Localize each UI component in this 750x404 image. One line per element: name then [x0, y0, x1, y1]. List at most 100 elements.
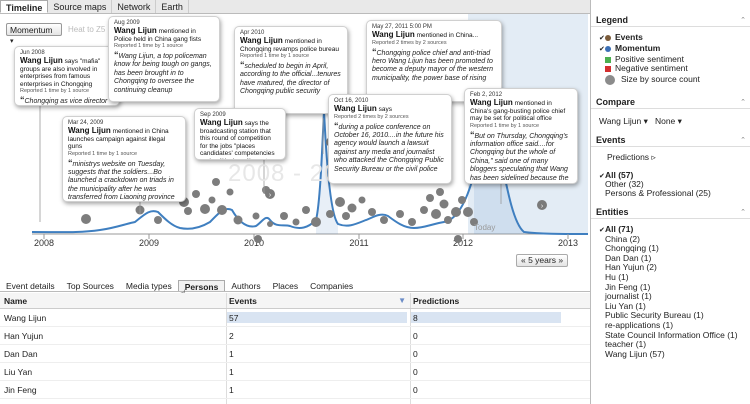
entity-filter-item[interactable]: journalist (1) — [599, 291, 652, 301]
entity-filter-item[interactable]: Public Security Bureau (1) — [599, 310, 704, 320]
callout-person[interactable]: Wang Lijun — [334, 104, 377, 113]
cluster-markers[interactable]: › › › — [254, 137, 547, 243]
detail-tabs: Event details Top Sources Media types Pe… — [0, 280, 590, 292]
collapse-icon[interactable]: ⌃ — [740, 137, 746, 144]
entity-filter-item[interactable]: China (2) — [599, 234, 640, 244]
table-row[interactable]: Wang Lijun 57 8 — [0, 309, 590, 327]
tab-companies[interactable]: Companies — [310, 281, 354, 291]
event-callout[interactable]: Aug 2009 Wang Lijun mentioned in Police … — [108, 16, 220, 102]
callout-reported: Reported 2 times by 2 sources — [372, 39, 447, 46]
entity-label: journalist (1) — [605, 291, 652, 302]
compare-selects: Wang Lijun ▾ None ▾ — [599, 116, 682, 126]
table-body: Wang Lijun 57 8 Han Yujun 2 0 Dan Dan 1 0 Liu Yan… — [0, 309, 590, 404]
entity-filter-item[interactable]: State Council Information Office (1) — [599, 330, 738, 340]
legend-header[interactable]: Legend ⌃ — [591, 14, 750, 27]
legend-item[interactable]: Negative sentiment — [599, 63, 688, 73]
callout-person[interactable]: Wang Lijun — [200, 118, 243, 127]
predictions-label: Predictions — [607, 152, 650, 162]
year-label: 2009 — [139, 238, 159, 248]
entity-filter-item[interactable]: Hu (1) — [599, 272, 629, 282]
entity-label: teacher (1) — [605, 339, 647, 350]
entities-header[interactable]: Entities ⌃ — [591, 206, 750, 219]
callout-person[interactable]: Wang Lijun — [114, 26, 157, 35]
entity-filter-item[interactable]: teacher (1) — [599, 339, 646, 349]
table-row[interactable]: Hu10 — [0, 399, 590, 404]
legend-item-label: Size by source count — [621, 74, 700, 84]
tab-event-details[interactable]: Event details — [6, 281, 55, 291]
callout-headline: mentioned in China launches campaign aga… — [68, 128, 169, 150]
callout-person[interactable]: Wang Lijun — [68, 126, 111, 135]
callout-date: Aug 2009 — [114, 20, 140, 26]
tab-authors[interactable]: Authors — [231, 281, 261, 291]
entity-filter-item[interactable]: Chongqing (1) — [599, 243, 659, 253]
callout-headline: says the broadcasting station that this … — [200, 120, 275, 159]
entity-filter-item[interactable]: ✔All (71) — [599, 224, 634, 234]
tab-persons[interactable]: Persons — [177, 280, 226, 292]
callout-person[interactable]: Wang Lijun — [20, 56, 63, 65]
compare-right-select[interactable]: None ▾ — [654, 116, 682, 126]
callout-person[interactable]: Wang Lijun — [470, 98, 513, 107]
tab-places[interactable]: Places — [272, 281, 299, 291]
tab-source-maps[interactable]: Source maps — [48, 0, 113, 13]
events-filter-all[interactable]: ✔All (57) — [599, 170, 634, 180]
cell-predictions: 0 — [410, 345, 590, 362]
legend-item[interactable]: Size by source count — [599, 74, 700, 85]
cell-predictions: 0 — [410, 399, 590, 404]
legend-item[interactable]: ✔ Events — [599, 32, 643, 42]
collapse-icon[interactable]: ⌃ — [740, 99, 746, 106]
entity-label: re-applications (1) — [605, 320, 674, 330]
year-label: 2011 — [349, 238, 368, 248]
momentum-dot-icon — [605, 45, 611, 52]
table-row[interactable]: Dan Dan 1 0 — [0, 345, 590, 363]
compare-left-select[interactable]: Wang Lijun ▾ — [599, 116, 648, 126]
events-header[interactable]: Events ⌃ — [591, 134, 750, 147]
zoom-years-button[interactable]: « 5 years » — [516, 254, 568, 267]
cell-name: Wang Lijun — [4, 313, 47, 323]
tab-media-types[interactable]: Media types — [125, 281, 172, 291]
column-header-events[interactable]: Events ▼ — [226, 293, 410, 308]
table-row[interactable]: Jin Feng 1 0 — [0, 381, 590, 399]
today-label: Today — [474, 223, 496, 232]
event-callout[interactable]: Oct 16, 2010 Wang Lijun says Reported 2 … — [328, 94, 452, 184]
event-callout[interactable]: Mar 24, 2009 Wang Lijun mentioned in Chi… — [62, 116, 186, 202]
event-callout[interactable]: Feb 2, 2012 Wang Lijun mentioned in Chin… — [464, 88, 578, 184]
tab-top-sources[interactable]: Top Sources — [66, 281, 114, 291]
legend-item[interactable]: Positive sentiment — [599, 54, 684, 64]
measure-select[interactable]: Momentum ▾ — [6, 23, 62, 45]
side-panel: Legend ⌃ ✔ Events ✔ Momentum Positive senti… — [590, 0, 750, 404]
table-row[interactable]: Han Yujun 2 0 — [0, 327, 590, 345]
entity-filter-item[interactable]: Liu Yan (1) — [599, 301, 646, 311]
event-callout[interactable]: Jun 2008 Wang Lijun says "mafia" groups … — [14, 46, 120, 106]
negative-swatch-icon — [605, 65, 611, 72]
entity-label: Hu (1) — [605, 272, 629, 282]
event-callout[interactable]: Sep 2009 Wang Lijun says the broadcastin… — [194, 108, 286, 160]
entity-filter-item[interactable]: Han Yujun (2) — [599, 262, 657, 272]
tab-network[interactable]: Network — [112, 0, 157, 13]
tab-earth[interactable]: Earth — [156, 0, 189, 13]
entity-filter-item[interactable]: Wang Lijun (57) — [599, 349, 665, 359]
callout-person[interactable]: Wang Lijun — [240, 36, 283, 45]
entity-filter-item[interactable]: Jin Feng (1) — [599, 282, 650, 292]
compare-title: Compare — [596, 97, 636, 107]
cell-predictions-value: 0 — [413, 349, 418, 359]
column-header-name[interactable]: Name — [4, 296, 28, 306]
entity-label: State Council Information Office (1) — [605, 329, 738, 340]
legend-item[interactable]: ✔ Momentum — [599, 43, 661, 53]
tab-timeline[interactable]: Timeline — [0, 0, 49, 13]
legend-title: Legend — [596, 15, 629, 25]
callout-person[interactable]: Wang Lijun — [372, 30, 415, 39]
collapse-icon[interactable]: ⌃ — [740, 17, 746, 24]
predictions-toggle[interactable]: Predictions ▹ — [607, 152, 656, 162]
events-filter-other[interactable]: Other (32) — [599, 179, 644, 189]
entity-filter-item[interactable]: re-applications (1) — [599, 320, 673, 330]
predictions-bar — [411, 312, 561, 323]
entity-filter-item[interactable]: Dan Dan (1) — [599, 253, 651, 263]
cell-name: Dan Dan — [4, 349, 38, 359]
column-header-predictions[interactable]: Predictions — [410, 293, 590, 308]
collapse-icon[interactable]: ⌃ — [740, 209, 746, 216]
events-filter-persons[interactable]: Persons & Professional (25) — [599, 188, 711, 198]
year-ticks — [43, 234, 569, 239]
callout-reported: Reported 1 time by 1 source — [470, 122, 540, 129]
table-row[interactable]: Liu Yan 1 0 — [0, 363, 590, 381]
compare-header[interactable]: Compare ⌃ — [591, 96, 750, 109]
